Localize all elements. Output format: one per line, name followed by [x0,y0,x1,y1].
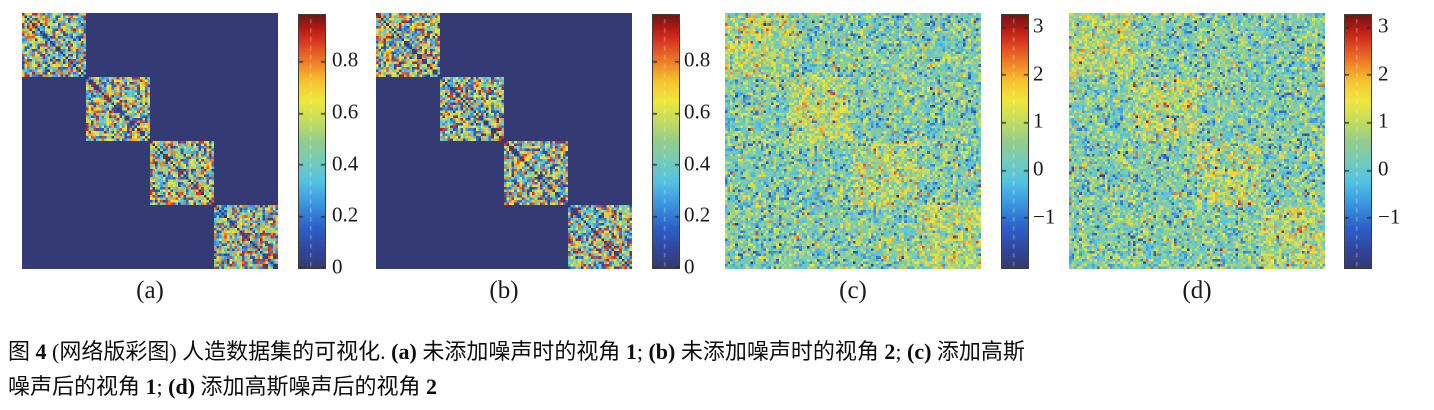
colorbar-tick-labels-a: 0.8 0.6 0.4 0.2 0 [332,0,382,300]
colorbar-tick-label: 3 [1378,13,1389,38]
heatmap-view1-noiseless [22,13,278,269]
colorbar-tick-label: 0.8 [684,47,711,72]
colorbar-tick-label: 0 [684,254,695,279]
colorbar-tick-labels-d: 3 2 1 0 −1 [1378,0,1428,300]
colorbar-tick-label: 0.2 [684,202,711,227]
colorbar-tick-label: 0.6 [332,99,359,124]
colorbar-tick-label: 2 [1378,61,1389,86]
colorbar-tick-label: 0.4 [332,151,359,176]
colorbar-tick-label: 3 [1033,13,1044,38]
colorbar-tick-label: 0.2 [332,202,359,227]
colorbar-tick-label: −1 [1033,204,1056,229]
colorbar-tick-label: −1 [1378,204,1401,229]
panel-label-c: (c) [839,277,867,304]
colorbar-tick-label: 0.4 [684,151,711,176]
heatmap-view1-gaussian-noise [725,13,981,269]
heatmap-view2-gaussian-noise [1069,13,1325,269]
colorbar-tick-label: 2 [1033,61,1044,86]
colorbar-tick-label: 0 [1033,156,1044,181]
colorbar-tick-label: 0 [332,254,343,279]
colorbar-tick-label: 1 [1378,108,1389,133]
heatmap-view2-noiseless [376,13,632,269]
panel-label-a: (a) [136,277,164,304]
colorbar-a [298,14,326,269]
colorbar-tick-label: 1 [1033,108,1044,133]
panel-label-d: (d) [1182,277,1212,304]
caption-line-1: 图 4 (网络版彩图) 人造数据集的可视化. (a) 未添加噪声时的视角 1; … [8,339,1025,364]
colorbar-b [652,14,680,269]
caption-line-2: 噪声后的视角 1; (d) 添加高斯噪声后的视角 2 [8,374,438,399]
colorbar-tick-label: 0.8 [332,47,359,72]
panel-label-b: (b) [489,277,519,304]
colorbar-d [1344,14,1372,269]
colorbar-c [1001,14,1029,269]
colorbar-gradient-b [653,15,679,268]
colorbar-tick-label: 0.6 [684,99,711,124]
colorbar-gradient-a [299,15,325,268]
colorbar-gradient-c [1002,15,1028,268]
colorbar-tick-label: 0 [1378,156,1389,181]
figure-caption: 图 4 (网络版彩图) 人造数据集的可视化. (a) 未添加噪声时的视角 1; … [8,334,1432,404]
colorbar-gradient-d [1345,15,1371,268]
